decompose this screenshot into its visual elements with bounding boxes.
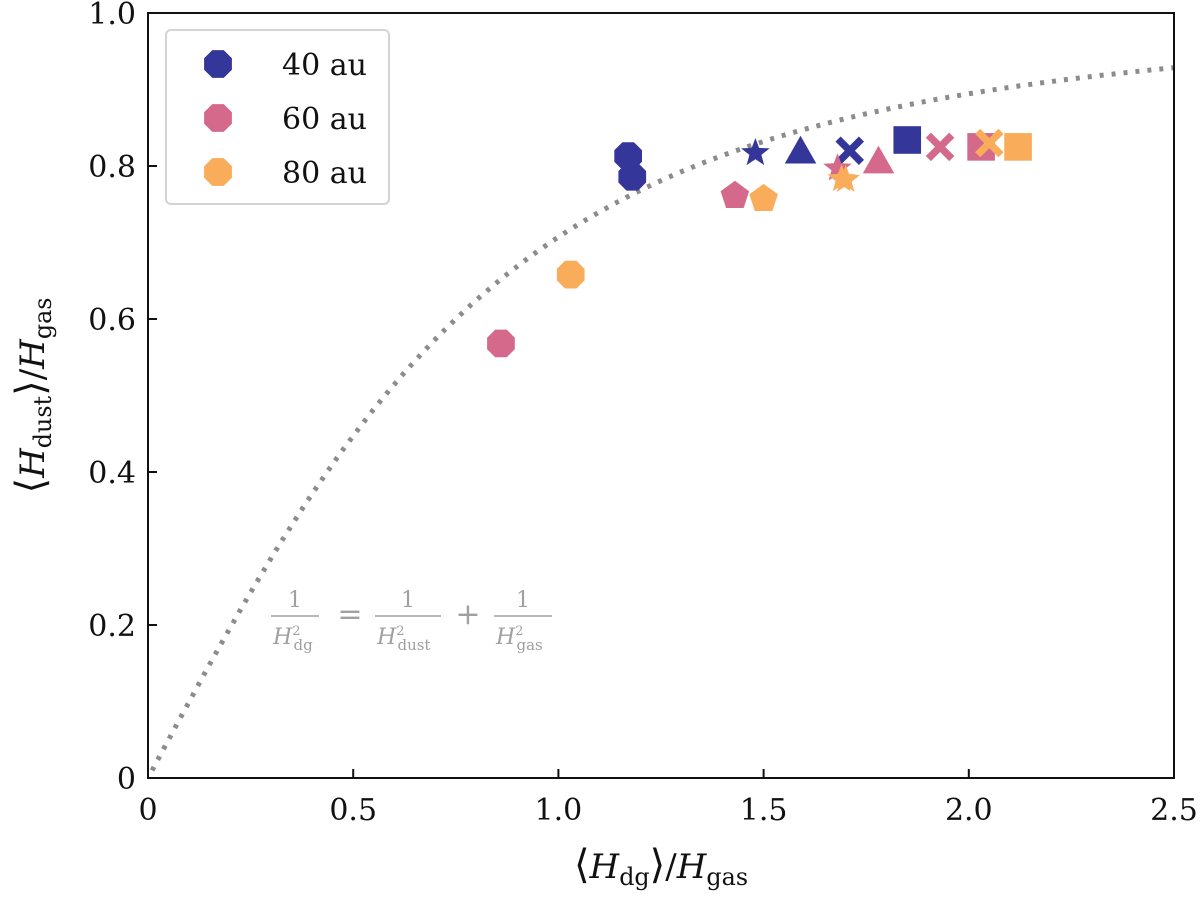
legend-label: 60 au (282, 102, 367, 137)
axis-ticks-layer: 0 0.5 1.0 1.5 2.0 2.5 0 0.2 0.4 0.6 0.8 1.0 (88, 0, 1198, 828)
fraction-numerator: 1 (288, 588, 302, 613)
axis-label-part: ⟩ (650, 842, 666, 888)
y-tick-label: 0 (117, 762, 136, 797)
data-point-x (975, 128, 1004, 158)
x-axis-label: ⟨Hdg⟩/Hgas (574, 842, 748, 891)
denominator-exponent: 2 (515, 624, 523, 639)
model-curve-layer (149, 65, 1175, 772)
series-group (487, 132, 995, 358)
legend-label: 40 au (282, 48, 367, 83)
legend: 40 au 60 au 80 au (165, 29, 390, 205)
denominator-base: H (495, 625, 516, 650)
axis-label-part: ⟨ (574, 842, 590, 888)
equation-fraction: 1 H2 dg (271, 588, 319, 654)
data-point-octagon (618, 162, 647, 191)
axis-label-part: H (13, 338, 53, 370)
x-tick-label: 1.0 (535, 793, 583, 828)
y-tick-label: 0.8 (88, 150, 136, 185)
equation-fraction: 1H2 dust (375, 588, 441, 654)
denominator-subscript: dg (293, 636, 313, 654)
data-point-square (893, 126, 922, 154)
y-tick-label: 0.2 (88, 609, 136, 644)
legend-label: 80 au (282, 156, 367, 191)
y-axis-label: ⟨Hdust⟩/Hgas (8, 298, 57, 494)
legend-item: 60 au (204, 102, 367, 137)
axis-label-part: H (676, 847, 708, 887)
x-tick-label: 2.0 (945, 793, 993, 828)
model-curve (149, 65, 1175, 772)
data-point-star (831, 164, 860, 192)
fraction-denominator: H2 gas (495, 624, 543, 654)
data-point-pentagon (720, 180, 750, 208)
x-tick-label: 0.5 (329, 793, 377, 828)
axis-labels-layer: ⟨Hdg⟩/Hgas⟨Hdust⟩/Hgas (8, 298, 748, 891)
fraction-numerator: 1 (401, 588, 415, 613)
denominator-base: H (376, 625, 397, 650)
fraction-denominator: H2 dust (376, 624, 430, 654)
legend-marker (204, 158, 232, 186)
axis-label-part: H (13, 447, 53, 479)
data-point-octagon (556, 260, 585, 289)
equation-plus: + (455, 597, 480, 632)
series-group (614, 126, 922, 191)
axis-label-part: dust (29, 395, 57, 448)
axis-label-part: ⟨ (8, 478, 54, 494)
data-point-square (1004, 133, 1032, 161)
series-group (556, 128, 1032, 289)
axis-label-part: dg (619, 863, 649, 891)
data-point-star (823, 153, 852, 181)
axis-label-part: ⟩ (8, 380, 54, 396)
data-point-triangle (784, 135, 817, 164)
legend-marker (204, 50, 232, 78)
data-point-x (925, 132, 955, 162)
denominator-exponent: 2 (292, 624, 300, 639)
fraction-numerator: 1 (516, 588, 530, 613)
x-tick-label: 2.5 (1150, 793, 1198, 828)
y-tick-label: 0.4 (88, 456, 136, 491)
data-point-pentagon (749, 183, 778, 211)
denominator-subscript: dust (397, 636, 430, 654)
data-point-star (741, 138, 770, 166)
legend-item: 40 au (204, 48, 367, 83)
equation-equals: = (337, 597, 362, 632)
y-tick-label: 0.6 (88, 303, 136, 338)
data-markers-layer (487, 126, 1032, 358)
denominator-base: H (272, 625, 293, 650)
data-point-x (835, 136, 864, 165)
axis-label-part: / (13, 368, 53, 380)
equation-fraction: 1H2 gas (494, 588, 552, 654)
denominator-exponent: 2 (396, 624, 404, 639)
axis-label-part: H (589, 847, 621, 887)
denominator-subscript: gas (516, 636, 542, 654)
axis-label-part: / (665, 847, 677, 887)
axis-label-part: gas (29, 298, 57, 340)
plot-frame (147, 12, 1175, 779)
x-tick-label: 1.5 (740, 793, 788, 828)
x-tick-label: 0 (138, 793, 157, 828)
axis-label-part: gas (706, 863, 748, 891)
data-point-octagon (487, 329, 515, 358)
legend-item: 80 au (204, 156, 367, 191)
data-point-triangle (862, 145, 895, 174)
fraction-denominator: H2 dg (272, 624, 313, 654)
legend-marker (204, 104, 232, 132)
y-tick-label: 1.0 (88, 0, 136, 32)
curve-equation-annotation: 1H2 dg= 1H2 dust+ 1H2 gas (271, 588, 552, 654)
